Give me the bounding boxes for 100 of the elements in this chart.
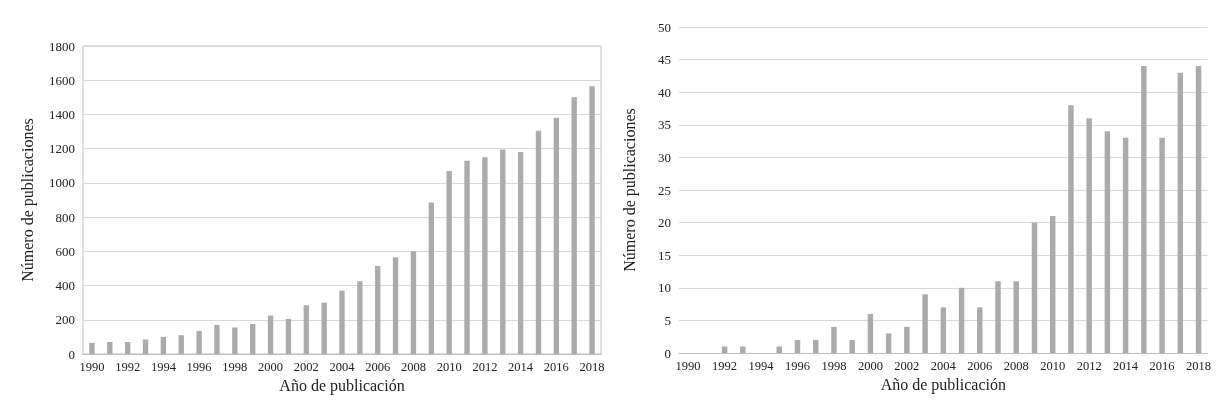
bar <box>250 324 256 354</box>
x-tick-label: 2014 <box>508 359 534 374</box>
y-tick-label: 50 <box>658 19 671 35</box>
bar <box>958 287 965 353</box>
bar <box>995 281 1001 353</box>
x-tick-label: 2018 <box>1186 358 1212 373</box>
x-tick-label: 2006 <box>967 358 993 373</box>
bar <box>812 339 819 353</box>
x-tick-label: 2012 <box>472 359 498 374</box>
y-tick-label: 1600 <box>49 72 75 88</box>
y-tick-label: 1800 <box>49 38 75 54</box>
bar <box>500 149 506 354</box>
y-tick-label: 5 <box>664 312 671 328</box>
bar <box>285 318 292 354</box>
y-tick-label: 400 <box>55 278 75 294</box>
y-tick-label: 40 <box>658 84 671 100</box>
bar <box>1086 118 1092 353</box>
bar <box>339 290 345 354</box>
x-tick-label: 1994 <box>150 359 177 374</box>
bar <box>776 346 782 353</box>
bar <box>517 152 524 354</box>
x-tick-label: 1998 <box>821 358 847 373</box>
y-tick-label: 10 <box>658 280 671 296</box>
bar <box>849 339 855 353</box>
y-tick-label: 1200 <box>49 141 75 157</box>
y-tick-label: 0 <box>664 345 671 361</box>
x-tick-label: 1996 <box>186 359 212 374</box>
x-tick-label: 2016 <box>1149 358 1175 373</box>
y-tick-label: 1000 <box>49 175 75 191</box>
bar <box>321 302 327 354</box>
bar <box>446 170 452 354</box>
bar <box>1031 222 1038 353</box>
bar <box>977 307 983 353</box>
bar <box>867 313 874 353</box>
x-tick-label: 1990 <box>675 358 701 373</box>
bar <box>267 315 274 354</box>
bar <box>885 333 892 353</box>
bar <box>357 281 363 354</box>
y-tick-label: 800 <box>55 209 75 225</box>
bar <box>178 335 184 354</box>
bar <box>89 342 95 354</box>
x-axis-title: Año de publicación <box>279 377 405 396</box>
bar <box>589 86 595 354</box>
x-tick-label: 2010 <box>1040 358 1066 373</box>
y-tick-label: 1400 <box>49 106 75 122</box>
x-tick-label: 1992 <box>712 358 738 373</box>
y-axis-title: Número de publicaciones <box>620 108 639 272</box>
bar <box>160 336 167 354</box>
bar <box>1159 137 1165 353</box>
x-tick-label: 1992 <box>115 359 141 374</box>
bar <box>1141 66 1147 353</box>
bar <box>1177 72 1184 353</box>
x-tick-label: 2006 <box>365 359 391 374</box>
bar <box>107 342 113 354</box>
bar <box>904 326 910 353</box>
y-tick-label: 15 <box>658 247 671 263</box>
x-tick-label: 1994 <box>748 358 775 373</box>
bar <box>232 327 238 354</box>
x-tick-label: 2004 <box>329 359 356 374</box>
x-axis-title: Año de publicación <box>880 376 1006 395</box>
y-tick-label: 30 <box>658 149 671 165</box>
bar <box>1195 66 1202 353</box>
x-tick-label: 2012 <box>1076 358 1102 373</box>
x-tick-label: 2014 <box>1113 358 1139 373</box>
bar <box>1049 216 1056 353</box>
bar <box>721 346 728 353</box>
x-tick-label: 2000 <box>857 358 883 373</box>
y-tick-label: 20 <box>658 215 671 231</box>
y-tick-label: 200 <box>55 312 75 328</box>
bar <box>553 117 560 354</box>
bar <box>482 157 488 354</box>
bar <box>922 294 928 353</box>
y-tick-label: 25 <box>658 182 671 198</box>
bar <box>794 339 801 353</box>
y-tick-label: 45 <box>658 52 671 68</box>
bar <box>124 342 131 354</box>
bar <box>1068 105 1074 353</box>
bar <box>740 346 746 353</box>
y-tick-label: 0 <box>68 346 75 362</box>
bar <box>214 324 220 354</box>
x-tick-label: 1998 <box>222 359 248 374</box>
bar <box>428 202 434 354</box>
bar <box>1122 137 1129 353</box>
x-tick-label: 2000 <box>258 359 284 374</box>
x-tick-label: 1996 <box>784 358 810 373</box>
x-tick-label: 2004 <box>930 358 957 373</box>
x-tick-label: 2016 <box>543 359 569 374</box>
bar <box>464 160 470 354</box>
bar <box>196 330 202 354</box>
bar <box>375 265 381 354</box>
bar <box>410 251 417 354</box>
bar <box>1013 281 1019 353</box>
x-tick-label: 2002 <box>894 358 920 373</box>
x-tick-label: 2002 <box>293 359 319 374</box>
x-tick-label: 1990 <box>79 359 105 374</box>
bar <box>142 339 149 354</box>
x-tick-label: 2018 <box>579 359 605 374</box>
x-tick-label: 2010 <box>436 359 462 374</box>
bar <box>303 305 309 354</box>
y-axis-title: Número de publicaciones <box>18 118 37 282</box>
